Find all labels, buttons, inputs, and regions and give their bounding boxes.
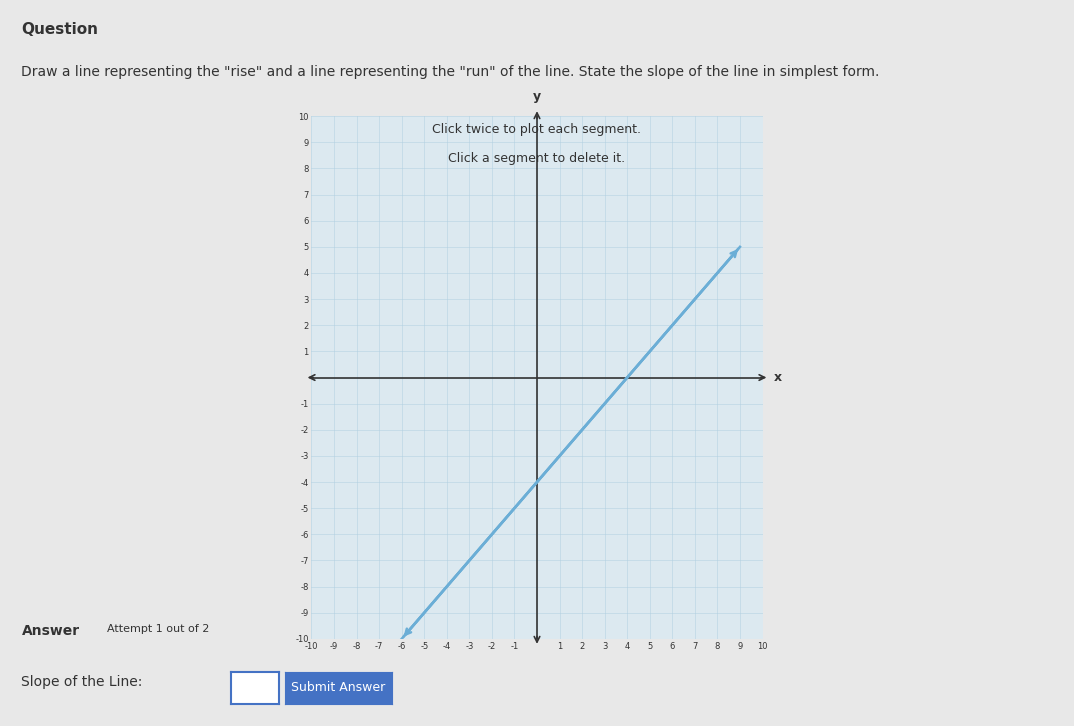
Text: Attempt 1 out of 2: Attempt 1 out of 2: [107, 624, 209, 635]
Text: Click a segment to delete it.: Click a segment to delete it.: [449, 152, 625, 166]
Text: Answer: Answer: [21, 624, 79, 638]
Text: y: y: [533, 90, 541, 103]
Text: Draw a line representing the "rise" and a line representing the "run" of the lin: Draw a line representing the "rise" and …: [21, 65, 880, 79]
Text: Question: Question: [21, 22, 99, 37]
Text: Submit Answer: Submit Answer: [291, 682, 386, 694]
Text: Slope of the Line:: Slope of the Line:: [21, 675, 143, 689]
Text: Click twice to plot each segment.: Click twice to plot each segment.: [433, 123, 641, 136]
Text: x: x: [773, 371, 782, 384]
